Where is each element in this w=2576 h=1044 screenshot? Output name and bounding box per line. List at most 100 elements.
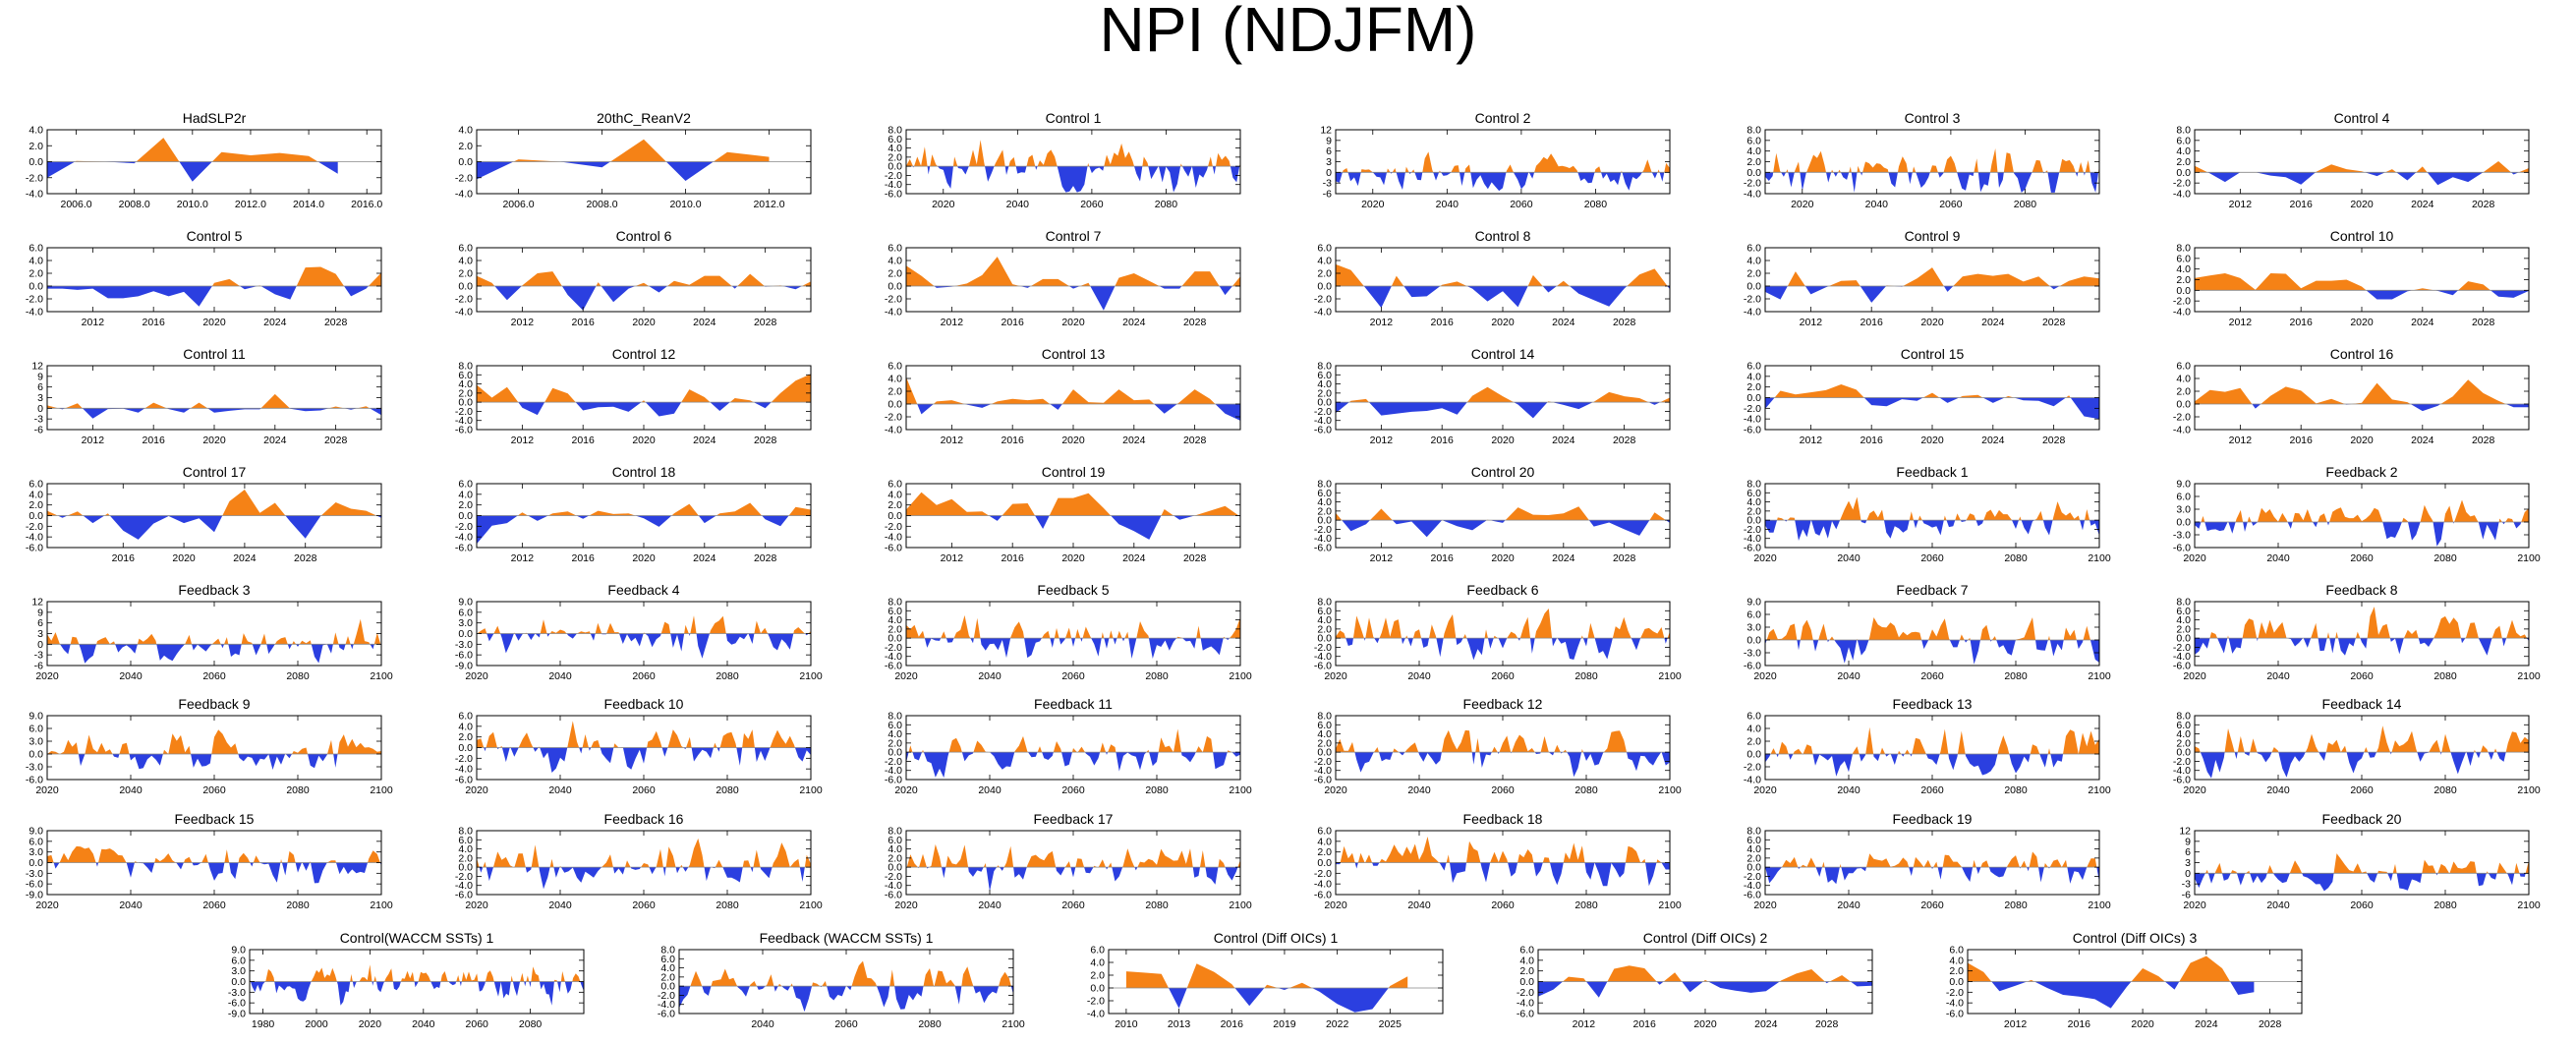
y-tick-label: 0 (37, 639, 43, 651)
y-tick-label: -3.0 (228, 987, 246, 999)
y-tick-label: 0.0 (1317, 281, 1332, 293)
positive-area (906, 492, 1240, 516)
y-tick-label: -3 (34, 414, 43, 426)
y-tick-label: -3.0 (455, 639, 473, 651)
y-tick-label: 6.0 (29, 243, 43, 255)
x-tick-label: 2019 (1273, 1018, 1296, 1030)
y-tick-label: -3 (1323, 178, 1332, 190)
panel-title: Feedback 6 (1466, 582, 1538, 598)
y-tick-label: 2.0 (458, 141, 473, 152)
x-tick-label: 2012 (1800, 435, 1823, 446)
y-tick-label: 4.0 (1317, 614, 1332, 626)
y-tick-label: -2.0 (455, 753, 473, 765)
x-tick-label: 2040 (119, 899, 143, 911)
positive-area (1336, 729, 1670, 753)
negative-area (1125, 988, 1408, 1013)
y-tick-label: 0.0 (887, 281, 902, 293)
y-tick-label: 8.0 (2176, 243, 2191, 255)
panel-title: Feedback 14 (2322, 696, 2402, 712)
panel-title: Control 14 (1471, 346, 1535, 362)
x-tick-label: 2024 (1122, 435, 1146, 446)
y-tick-label: -4.0 (1946, 998, 1964, 1010)
y-tick-label: -6.0 (885, 543, 902, 554)
y-tick-label: -6.0 (1314, 661, 1332, 672)
y-tick-label: -6.0 (26, 879, 43, 891)
chart-panel: Feedback 8 8.06.04.02.00.0-2.0-4.0-6.0202… (2173, 582, 2541, 682)
y-tick-label: -2.0 (885, 294, 902, 306)
x-tick-label: 2016 (2290, 435, 2314, 446)
chart-panel: Control 5 6.04.02.00.0-2.0-4.0 2012 2016 202… (26, 228, 382, 328)
y-tick-label: 4.0 (887, 489, 902, 500)
x-tick-label: 2028 (1613, 317, 1636, 328)
x-tick-label: 2028 (2042, 435, 2066, 446)
plot-frame (46, 365, 382, 431)
y-tick-label: -6.0 (26, 775, 43, 786)
x-tick-label: 2100 (1658, 784, 1682, 796)
x-tick-label: 2040 (1407, 670, 1431, 682)
chart-panel: Control 10 8.06.04.02.00.0-2.0-4.0 2012 201… (2173, 228, 2530, 328)
x-tick-label: 2020 (202, 435, 226, 446)
y-tick-label: -4.0 (2173, 425, 2191, 436)
y-tick-label: 0.0 (660, 981, 675, 993)
negative-area (2195, 638, 2529, 656)
positive-area (2195, 273, 2529, 291)
negative-area (47, 515, 381, 540)
x-tick-label: 1980 (252, 1018, 275, 1030)
y-tick-label: 0.0 (458, 742, 473, 754)
y-tick-label: -6.0 (1744, 425, 1761, 436)
positive-area (47, 266, 381, 286)
chart-panel: HadSLP2r 4.0 2.0 0.0 -2.0 -4.0 2006.0 2008.0 201… (26, 110, 383, 210)
negative-area (1765, 867, 2099, 885)
x-tick-label: 2016 (143, 317, 166, 328)
y-tick-label: 2.0 (2176, 737, 2191, 749)
x-tick-label: 2028 (1183, 435, 1207, 446)
y-tick-label: 4.0 (1746, 843, 1761, 855)
x-tick-label: 2020 (1693, 1018, 1717, 1030)
y-tick-label: 6.0 (887, 835, 902, 846)
x-tick-label: 2020 (1491, 317, 1515, 328)
negative-area (477, 286, 811, 311)
y-tick-label: 8.0 (1317, 711, 1332, 723)
x-tick-label: 2080 (286, 784, 310, 796)
y-tick-label: 0.0 (458, 628, 473, 640)
y-tick-label: -2.0 (1744, 178, 1761, 190)
y-tick-label: 4.0 (1317, 496, 1332, 508)
x-tick-label: 2060 (834, 1018, 858, 1030)
y-tick-label: 6.0 (458, 479, 473, 491)
y-tick-label: -4.0 (1314, 765, 1332, 777)
y-tick-label: 4.0 (887, 843, 902, 855)
x-tick-label: 2020 (35, 784, 59, 796)
x-tick-label: 2008.0 (586, 199, 617, 210)
y-tick-label: -2.0 (1314, 868, 1332, 880)
x-tick-label: 2080 (1574, 670, 1598, 682)
chart-panel: Control 7 6.04.02.00.0-2.0-4.0 2012 2016 202… (885, 228, 1241, 328)
positive-area (906, 614, 1240, 639)
x-tick-label: 2080 (2433, 552, 2457, 564)
panel-title: Control 9 (1905, 228, 1961, 244)
y-tick-label: -2.0 (455, 521, 473, 533)
y-tick-label: 6.0 (2176, 606, 2191, 617)
x-tick-label: 2008.0 (119, 199, 150, 210)
y-tick-label: 4.0 (2176, 728, 2191, 740)
x-tick-label: 2020 (894, 670, 918, 682)
positive-area (1765, 726, 2099, 754)
y-tick-label: -6.0 (455, 425, 473, 436)
x-tick-label: 2016 (1002, 435, 1025, 446)
x-tick-label: 2080 (2433, 899, 2457, 911)
x-tick-label: 2010.0 (669, 199, 701, 210)
x-tick-label: 2012 (2229, 317, 2253, 328)
chart-panel: Control 4 8.06.04.02.00.0-2.0-4.0 2012 2016… (2173, 110, 2530, 210)
positive-area (477, 838, 811, 868)
x-tick-label: 2100 (2517, 784, 2541, 796)
positive-area (1765, 617, 2099, 640)
x-tick-label: 2012.0 (235, 199, 266, 210)
x-tick-label: 2028 (2472, 435, 2495, 446)
y-tick-label: 2.0 (2176, 623, 2191, 635)
plot-frame (2194, 247, 2530, 313)
y-tick-label: -2.0 (885, 521, 902, 533)
y-tick-label: -6 (34, 425, 43, 436)
y-tick-label: 2.0 (887, 852, 902, 864)
x-tick-label: 2016 (2290, 317, 2314, 328)
